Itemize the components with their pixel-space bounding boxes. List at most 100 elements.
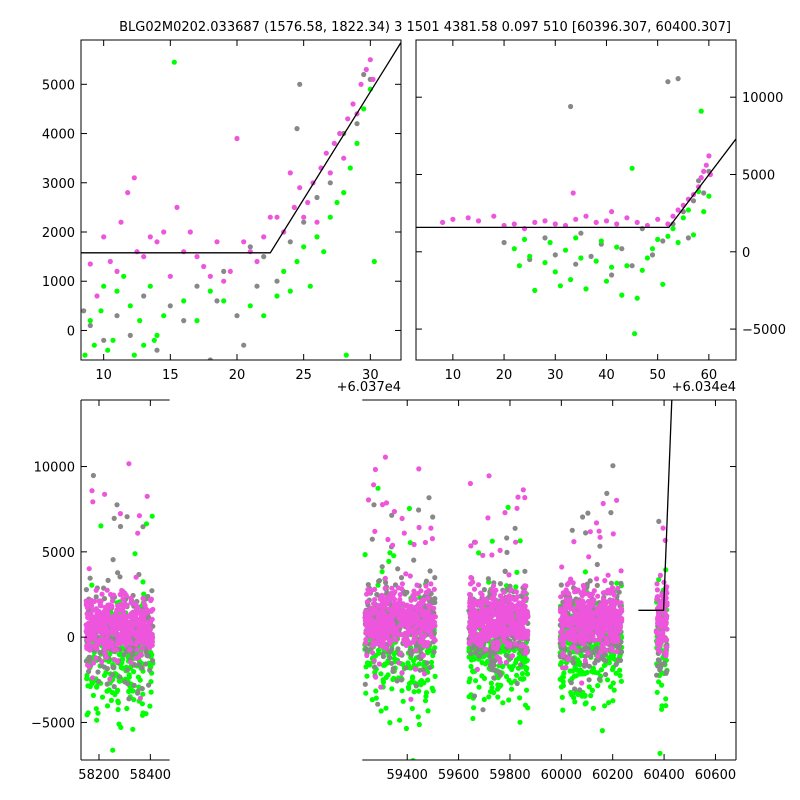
data-point-magenta bbox=[366, 626, 372, 632]
data-point-magenta bbox=[108, 591, 114, 598]
data-point-magenta bbox=[425, 640, 431, 646]
data-point-gray bbox=[287, 239, 293, 245]
x-tick-label: 58200 bbox=[78, 768, 119, 783]
data-point-gray bbox=[369, 536, 375, 542]
data-point-magenta bbox=[663, 644, 669, 650]
data-point-magenta bbox=[137, 695, 143, 701]
data-point-gray bbox=[613, 661, 619, 668]
data-point-magenta bbox=[596, 632, 602, 638]
data-point-magenta bbox=[350, 101, 356, 107]
data-point-green bbox=[506, 697, 512, 703]
data-point-magenta bbox=[407, 608, 414, 614]
data-point-magenta bbox=[365, 587, 371, 593]
data-point-green bbox=[114, 288, 120, 294]
data-point-green bbox=[415, 714, 421, 720]
data-point-green bbox=[425, 677, 431, 683]
data-point-magenta bbox=[516, 602, 522, 609]
data-point-magenta bbox=[665, 221, 671, 227]
data-point-magenta bbox=[406, 619, 412, 625]
data-point-gray bbox=[127, 332, 133, 338]
data-point-magenta bbox=[508, 587, 514, 593]
data-point-magenta bbox=[573, 610, 579, 616]
data-point-green bbox=[500, 700, 506, 706]
data-point-gray bbox=[604, 490, 610, 496]
data-point-gray bbox=[398, 575, 405, 581]
data-point-green bbox=[513, 584, 519, 590]
data-point-green bbox=[131, 352, 137, 358]
data-point-magenta bbox=[370, 650, 376, 656]
data-point-green bbox=[261, 313, 267, 319]
data-point-gray bbox=[86, 668, 92, 675]
data-point-gray bbox=[87, 575, 93, 581]
data-point-green bbox=[559, 694, 565, 700]
data-point-gray bbox=[413, 683, 419, 689]
x-tick-label: 10 bbox=[95, 368, 112, 383]
data-point-green bbox=[476, 550, 482, 556]
data-point-green bbox=[486, 694, 492, 700]
data-point-gray bbox=[354, 121, 360, 127]
data-point-magenta bbox=[411, 588, 417, 594]
data-point-green bbox=[91, 342, 97, 348]
data-point-green bbox=[558, 684, 565, 690]
data-point-magenta bbox=[614, 649, 620, 655]
data-point-magenta bbox=[566, 603, 573, 609]
data-point-magenta bbox=[411, 541, 417, 548]
data-point-magenta bbox=[497, 547, 503, 554]
data-point-green bbox=[421, 680, 427, 686]
data-point-magenta bbox=[480, 552, 486, 559]
data-point-gray bbox=[426, 495, 432, 501]
data-point-gray bbox=[570, 656, 576, 662]
data-point-magenta bbox=[664, 584, 670, 590]
data-point-magenta bbox=[602, 628, 608, 634]
data-point-magenta bbox=[418, 588, 424, 594]
data-point-green bbox=[598, 667, 605, 673]
data-point-magenta bbox=[416, 466, 422, 472]
data-point-gray bbox=[586, 663, 593, 669]
data-point-magenta bbox=[416, 524, 422, 531]
data-point-gray bbox=[657, 667, 663, 673]
data-point-magenta bbox=[402, 639, 408, 645]
data-point-green bbox=[471, 705, 477, 711]
data-point-gray bbox=[125, 681, 131, 687]
data-point-green bbox=[334, 199, 340, 206]
data-point-green bbox=[141, 591, 147, 597]
data-point-magenta bbox=[128, 659, 134, 666]
data-point-green bbox=[397, 717, 403, 723]
data-point-magenta bbox=[358, 81, 364, 87]
data-point-green bbox=[701, 209, 707, 215]
data-point-magenta bbox=[474, 610, 480, 616]
data-point-green bbox=[378, 708, 384, 714]
data-point-magenta bbox=[397, 615, 403, 621]
data-point-green bbox=[614, 244, 620, 250]
data-point-magenta bbox=[86, 664, 92, 670]
data-point-magenta bbox=[102, 651, 108, 657]
data-point-magenta bbox=[596, 618, 603, 624]
data-point-green bbox=[577, 671, 583, 677]
data-point-green bbox=[399, 688, 405, 694]
data-point-magenta bbox=[614, 608, 620, 614]
data-point-magenta bbox=[382, 575, 388, 582]
data-point-magenta bbox=[571, 539, 577, 545]
data-point-magenta bbox=[559, 564, 565, 570]
data-point-gray bbox=[481, 587, 487, 593]
data-point-green bbox=[373, 688, 379, 694]
data-point-green bbox=[154, 332, 160, 338]
data-point-magenta bbox=[603, 610, 609, 617]
data-point-green bbox=[485, 658, 491, 665]
data-point-magenta bbox=[141, 613, 147, 620]
data-point-magenta bbox=[440, 219, 446, 225]
data-point-magenta bbox=[491, 599, 497, 605]
data-point-magenta bbox=[104, 587, 110, 593]
data-point-magenta bbox=[592, 637, 598, 643]
data-point-magenta bbox=[509, 653, 516, 659]
data-point-magenta bbox=[90, 607, 96, 613]
data-point-gray bbox=[552, 252, 558, 258]
data-point-green bbox=[609, 264, 615, 270]
data-point-magenta bbox=[389, 629, 395, 635]
data-point-green bbox=[428, 659, 435, 665]
data-point-magenta bbox=[365, 610, 371, 617]
data-point-green bbox=[570, 668, 576, 674]
data-point-magenta bbox=[670, 213, 676, 219]
data-point-gray bbox=[491, 662, 497, 669]
